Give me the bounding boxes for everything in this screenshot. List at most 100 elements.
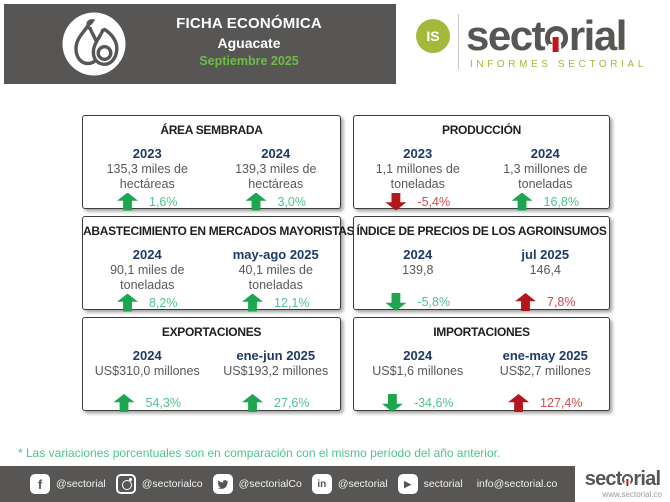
footer-brand-pre: sect xyxy=(584,468,623,490)
stat-change: 27,6% xyxy=(214,394,338,412)
card-area-sembrada: ÁREA SEMBRADA 2023 135,3 miles de hectár… xyxy=(82,115,341,211)
stat-block: 2024 US$1,6 millones -34,6% xyxy=(356,348,480,412)
stat-value: US$2,7 millones xyxy=(499,364,591,378)
trend-arrow-icon xyxy=(381,394,403,412)
stat-value: US$1,6 millones xyxy=(372,364,464,378)
stat-period: 2023 xyxy=(132,146,162,161)
stat-percent: 7,8% xyxy=(547,295,576,309)
report-period: Septiembre 2025 xyxy=(199,54,299,68)
brand-wordmark-pre: sect xyxy=(466,12,546,59)
stat-block: 2024 1,3 millones de toneladas 16,8% xyxy=(483,146,607,211)
footer-social-bar: f @sectorial @sectorialco @sectorialCo i… xyxy=(0,466,575,502)
card-title: ÍNDICE DE PRECIOS DE LOS AGROINSUMOS xyxy=(356,224,607,238)
stat-value: 146,4 xyxy=(529,263,561,277)
stat-value: 90,1 miles de toneladas xyxy=(110,263,185,293)
stat-percent: 27,6% xyxy=(274,396,310,410)
twitter-icon[interactable] xyxy=(212,474,233,494)
trend-arrow-icon xyxy=(511,192,533,211)
trend-arrow-icon xyxy=(242,293,264,312)
stat-change: 16,8% xyxy=(483,192,607,211)
stat-change: 7,8% xyxy=(483,293,607,311)
stat-period: 2024 xyxy=(403,348,433,363)
stat-value: 1,1 millones de toneladas xyxy=(375,162,460,192)
stat-block: 2024 139,8 -5,8% xyxy=(356,247,480,311)
trend-arrow-icon xyxy=(242,394,264,412)
stat-value: 40,1 miles de toneladas xyxy=(238,263,313,293)
trend-arrow-icon xyxy=(117,293,138,312)
indicator-cards-grid: ÁREA SEMBRADA 2023 135,3 miles de hectár… xyxy=(82,115,610,412)
trend-arrow-icon xyxy=(385,192,407,211)
card-indice-precios: ÍNDICE DE PRECIOS DE LOS AGROINSUMOS 202… xyxy=(353,216,610,311)
social-facebook[interactable]: f @sectorial xyxy=(30,474,106,494)
social-instagram[interactable]: @sectorialco xyxy=(115,474,203,494)
stat-change: 3,0% xyxy=(214,192,338,211)
linkedin-icon[interactable]: in xyxy=(311,474,332,494)
card-title: ABASTECIMIENTO EN MERCADOS MAYORISTAS xyxy=(83,224,355,238)
variation-footnote: * Las variaciones porcentuales son en co… xyxy=(18,446,501,460)
card-exportaciones: EXPORTACIONES 2024 US$310,0 millones 54,… xyxy=(82,317,341,412)
stat-value: 135,3 miles de hectáreas xyxy=(106,162,188,192)
brand-tagline: INFORMES SECTORIAL xyxy=(470,59,647,70)
facebook-icon[interactable]: f xyxy=(30,474,50,494)
stat-value: 139,8 xyxy=(402,263,434,277)
social-twitter[interactable]: @sectorialCo xyxy=(212,474,302,494)
card-title: IMPORTACIONES xyxy=(433,325,530,339)
social-handle: @sectorial xyxy=(56,478,106,490)
brand-wordmark: sect rial xyxy=(466,12,627,60)
social-handle: sectorial xyxy=(423,478,463,490)
trend-arrow-icon xyxy=(508,394,530,412)
card-abastecimiento: ABASTECIMIENTO EN MERCADOS MAYORISTAS 20… xyxy=(82,216,355,312)
stat-period: 2024 xyxy=(132,348,162,363)
logo-divider xyxy=(458,14,459,70)
social-handle: @sectorialCo xyxy=(238,478,302,490)
sectorial-logo: IS sect rial INFORMES SECTORIAL xyxy=(412,10,662,78)
social-linkedin[interactable]: in @sectorial xyxy=(311,474,388,494)
youtube-icon[interactable]: ▶ xyxy=(397,474,418,494)
stat-change: 1,6% xyxy=(85,192,209,211)
stat-percent: 54,3% xyxy=(145,396,181,410)
stat-value: US$193,2 millones xyxy=(223,364,329,378)
card-produccion: PRODUCCIÓN 2023 1,1 millones de tonelada… xyxy=(353,115,610,211)
stat-period: jul 2025 xyxy=(521,247,570,262)
card-title: ÁREA SEMBRADA xyxy=(160,123,263,137)
stat-percent: 8,2% xyxy=(149,295,178,310)
stat-percent: -34,6% xyxy=(413,396,454,410)
footer-brand-block: sect rial www.sectorial.co xyxy=(575,466,670,502)
stat-block: 2023 1,1 millones de toneladas -5,4% xyxy=(356,146,480,211)
stat-value: 139,3 miles de hectáreas xyxy=(235,162,317,192)
card-title: PRODUCCIÓN xyxy=(441,123,521,137)
stat-percent: 127,4% xyxy=(540,396,583,410)
stat-percent: 12,1% xyxy=(274,295,310,310)
social-handle: @sectorial xyxy=(337,478,388,490)
stat-change: 54,3% xyxy=(85,394,209,412)
stat-block: may-ago 2025 40,1 miles de toneladas 12,… xyxy=(214,247,338,312)
stat-period: 2024 xyxy=(530,146,560,161)
stat-block: ene-jun 2025 US$193,2 millones 27,6% xyxy=(214,348,338,412)
header-text-block: FICHA ECONÓMICA Aguacate Septiembre 2025 xyxy=(154,15,344,68)
product-name: Aguacate xyxy=(217,35,281,51)
stat-change: 12,1% xyxy=(214,293,338,312)
gauge-o-icon xyxy=(621,473,634,485)
social-youtube[interactable]: ▶ sectorial xyxy=(397,474,463,494)
stat-period: ene-may 2025 xyxy=(502,348,588,363)
header-banner: FICHA ECONÓMICA Aguacate Septiembre 2025 xyxy=(4,4,396,84)
instagram-icon[interactable] xyxy=(115,474,136,494)
stat-percent: 1,6% xyxy=(149,194,178,209)
trend-arrow-icon xyxy=(385,293,407,311)
stat-change: -5,4% xyxy=(356,192,480,211)
stat-period: 2024 xyxy=(403,247,433,262)
card-importaciones: IMPORTACIONES 2024 US$1,6 millones -34,6… xyxy=(353,317,610,412)
stat-block: ene-may 2025 US$2,7 millones 127,4% xyxy=(483,348,607,412)
website-url[interactable]: www.sectorial.co xyxy=(602,490,662,499)
stat-percent: 16,8% xyxy=(543,194,579,209)
social-handle: @sectorialco xyxy=(141,478,203,490)
stat-period: 2023 xyxy=(403,146,433,161)
card-title: EXPORTACIONES xyxy=(161,325,262,339)
stat-percent: 3,0% xyxy=(277,194,307,209)
trend-arrow-icon xyxy=(515,293,536,311)
contact-email[interactable]: info@sectorial.co xyxy=(476,478,558,490)
is-badge-icon: IS xyxy=(416,19,450,53)
stat-block: 2024 90,1 miles de toneladas 8,2% xyxy=(85,247,209,312)
page-title: FICHA ECONÓMICA xyxy=(176,15,322,32)
